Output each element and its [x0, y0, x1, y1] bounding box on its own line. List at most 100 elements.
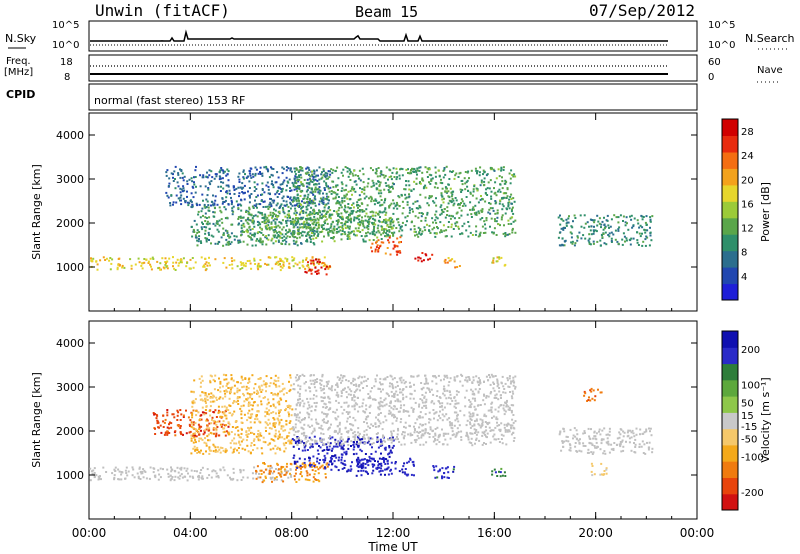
echo-cell	[289, 462, 292, 465]
echo-cell	[316, 460, 319, 463]
echo-cell	[245, 385, 248, 388]
echo-cell	[247, 210, 250, 213]
echo-cell	[328, 448, 331, 451]
echo-cell	[321, 176, 324, 179]
echo-cell	[225, 406, 228, 409]
echo-cell	[226, 382, 229, 385]
echo-cell	[381, 444, 384, 447]
echo-cell	[270, 392, 273, 394]
echo-cell	[483, 413, 486, 416]
colorbar-tick-label: 20	[741, 175, 754, 186]
echo-cell	[362, 458, 365, 461]
echo-cell	[242, 216, 245, 219]
echo-cell	[352, 206, 355, 209]
echo-cell	[364, 470, 367, 473]
echo-cell	[267, 220, 269, 223]
echo-cell	[201, 391, 204, 394]
echo-cell	[280, 390, 283, 393]
echo-cell	[300, 181, 303, 184]
echo-cell	[300, 176, 303, 179]
echo-cell	[244, 378, 247, 380]
echo-cell	[471, 381, 474, 384]
echo-cell	[358, 384, 361, 386]
echo-cell	[315, 381, 318, 383]
echo-cell	[192, 391, 195, 394]
echo-cell	[246, 218, 249, 221]
echo-cell	[192, 399, 195, 402]
nsky-tick-high-right: 10^5	[708, 20, 735, 31]
echo-cell	[214, 421, 217, 424]
echo-cell	[242, 262, 245, 265]
echo-cell	[224, 451, 227, 454]
echo-cell	[288, 235, 291, 238]
echo-cell	[381, 401, 384, 404]
echo-cell	[414, 441, 417, 444]
echo-cell	[270, 427, 273, 430]
echo-cell	[214, 409, 217, 412]
echo-cell	[481, 208, 484, 211]
echo-cell	[352, 380, 355, 383]
echo-cell	[284, 429, 287, 432]
echo-cell	[384, 415, 387, 418]
echo-cell	[322, 199, 325, 202]
echo-cell	[451, 424, 454, 427]
echo-cell	[285, 176, 288, 179]
echo-cell	[298, 395, 301, 398]
echo-cell	[255, 239, 258, 242]
echo-cell	[269, 448, 272, 451]
echo-cell	[470, 419, 473, 421]
echo-cell	[469, 413, 472, 416]
echo-cell	[247, 450, 250, 453]
echo-cell	[501, 187, 504, 190]
echo-cell	[336, 425, 339, 428]
echo-cell	[344, 166, 347, 168]
echo-cell	[482, 232, 485, 234]
echo-cell	[196, 231, 199, 234]
echo-cell	[292, 217, 295, 220]
echo-cell	[497, 223, 500, 226]
echo-cell	[359, 448, 362, 451]
echo-cell	[454, 402, 457, 405]
echo-cell	[159, 424, 162, 427]
colorbar-segment	[722, 234, 738, 252]
echo-cell	[340, 443, 343, 446]
echo-cell	[624, 224, 627, 227]
echo-cell	[480, 425, 483, 428]
echo-cell	[478, 174, 481, 177]
echo-cell	[419, 257, 422, 260]
echo-cell	[495, 416, 498, 419]
echo-cell	[641, 244, 644, 247]
echo-cell	[471, 194, 474, 197]
echo-cell	[298, 174, 300, 177]
echo-cell	[197, 411, 200, 414]
echo-cell	[399, 379, 402, 382]
echo-cell	[196, 244, 199, 247]
echo-cell	[426, 387, 429, 390]
echo-cell	[310, 259, 313, 262]
echo-cell	[452, 199, 455, 202]
echo-cell	[213, 203, 216, 206]
echo-cell	[306, 189, 309, 192]
echo-cell	[427, 382, 429, 385]
echo-cell	[353, 216, 356, 219]
echo-cell	[511, 208, 513, 211]
echo-cell	[367, 223, 370, 225]
echo-cell	[250, 393, 253, 396]
echo-cell	[298, 217, 301, 220]
echo-cell	[312, 374, 315, 377]
echo-cell	[481, 419, 484, 422]
echo-cell	[274, 374, 277, 377]
echo-cell	[605, 219, 608, 222]
echo-cell	[245, 430, 248, 433]
echo-cell	[292, 457, 295, 459]
echo-cell	[227, 179, 230, 182]
echo-cell	[442, 176, 445, 179]
echo-cell	[512, 421, 515, 424]
echo-cell	[455, 199, 458, 202]
echo-cell	[182, 416, 185, 418]
echo-cell	[332, 445, 335, 448]
echo-cell	[324, 222, 326, 225]
echo-cell	[257, 224, 260, 227]
echo-cell	[329, 173, 332, 176]
echo-cell	[499, 199, 502, 202]
